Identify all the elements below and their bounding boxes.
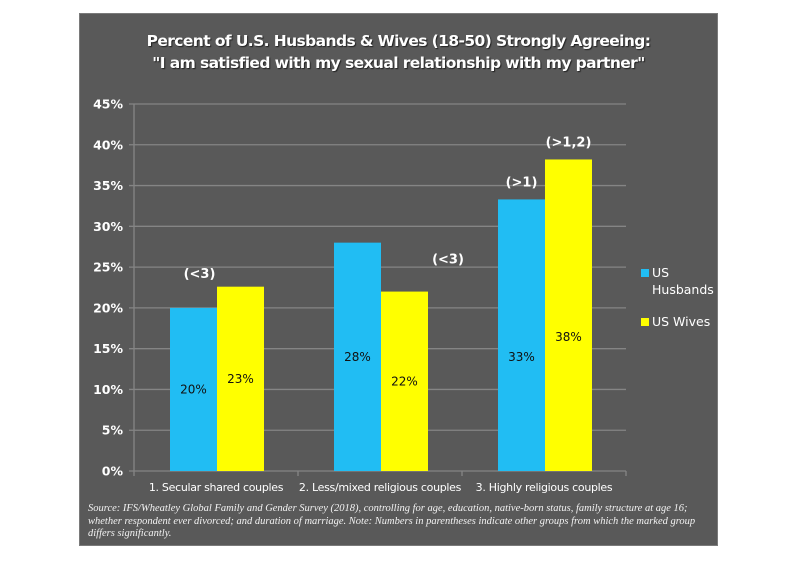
data-label: 22% [391, 374, 418, 388]
title-line-2: "I am satisfied with my sexual relations… [152, 54, 645, 72]
y-tick-label: 40% [93, 137, 123, 152]
significance-annotation: (>1,2) [546, 135, 592, 150]
data-label: 20% [180, 382, 207, 396]
y-tick-label: 25% [93, 260, 123, 275]
significance-annotation: (<3) [432, 253, 464, 268]
legend-swatch-husbands [641, 269, 649, 277]
data-label: 33% [508, 350, 535, 364]
data-label: 38% [555, 330, 582, 344]
data-labels: 20% 23% 28% 22% 33% 38% [180, 330, 582, 396]
y-axis-ticks: 0% 5% 10% 15% 20% 25% 30% 35% 40% 45% [93, 97, 123, 479]
data-label: 28% [344, 350, 371, 364]
y-tick-label: 35% [93, 178, 123, 193]
legend-label: US [652, 265, 669, 280]
source-note: Source: IFS/Wheatley Global Family and G… [88, 503, 696, 540]
bar-husbands-3 [498, 199, 545, 472]
bar-wives-2 [381, 291, 428, 471]
y-tick-label: 30% [93, 219, 123, 234]
x-category-label: 3. Highly religious couples [476, 481, 613, 494]
x-category-label: 1. Secular shared couples [149, 481, 284, 494]
y-tick-label: 10% [93, 382, 123, 397]
bar-husbands-2 [334, 242, 381, 471]
bars [170, 159, 592, 472]
x-axis: 1. Secular shared couples 2. Less/mixed r… [133, 471, 627, 494]
data-label: 23% [227, 372, 254, 386]
legend-label: US Wives [652, 314, 710, 329]
legend-label: Husbands [652, 282, 714, 297]
chart-title: Percent of U.S. Husbands & Wives (18-50)… [79, 30, 718, 74]
title-line-1: Percent of U.S. Husbands & Wives (18-50)… [146, 32, 651, 50]
legend: US Husbands US Wives [641, 265, 714, 329]
y-tick-label: 15% [93, 341, 123, 356]
legend-swatch-wives [641, 318, 649, 326]
significance-annotation: (>1) [506, 175, 538, 190]
significance-annotations: (<3) (<3) (>1) (>1,2) [184, 135, 592, 282]
y-tick-label: 0% [102, 464, 124, 479]
bar-husbands-1 [170, 307, 217, 471]
bar-wives-3 [545, 159, 592, 472]
y-tick-label: 20% [93, 300, 123, 315]
y-tick-label: 5% [102, 423, 124, 438]
y-tick-label: 45% [93, 97, 123, 112]
x-category-label: 2. Less/mixed religious couples [299, 481, 462, 494]
significance-annotation: (<3) [184, 267, 216, 282]
bar-wives-1 [217, 286, 264, 471]
